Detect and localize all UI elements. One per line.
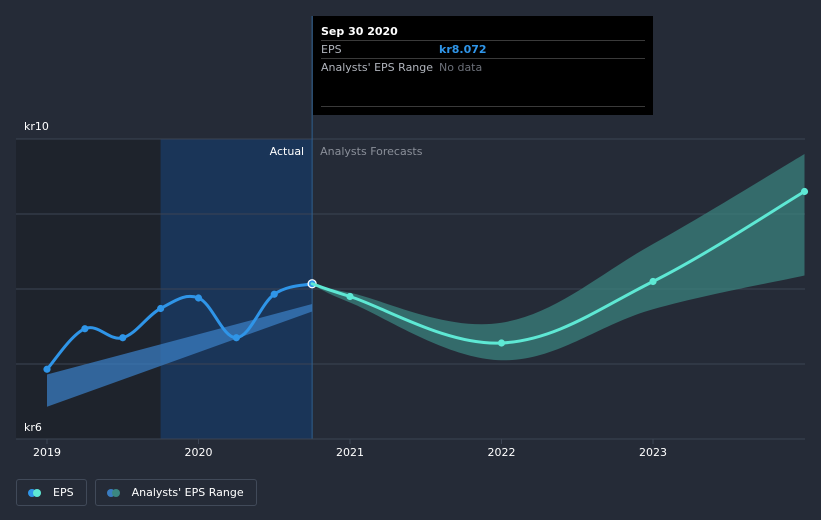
x-tick-label-3: 2022 [488, 446, 516, 459]
tooltip-range-value: No data [439, 61, 483, 74]
range-legend-dot-forecast [111, 488, 120, 497]
eps-line [45, 282, 314, 371]
tooltip: Sep 30 2020 EPS kr8.072 Analysts' EPS Ra… [313, 16, 653, 115]
tooltip-divider [321, 106, 645, 107]
legend: EPS Analysts' EPS Range [16, 479, 257, 506]
eps-forecast-point-4 [800, 187, 809, 196]
x-tick-label-1: 2020 [185, 446, 213, 459]
tooltip-row-range: Analysts' EPS Range No data [321, 58, 645, 76]
legend-eps-range-label: Analysts' EPS Range [131, 486, 244, 499]
eps-range-forecast-area [312, 154, 805, 361]
forecast-label: Analysts Forecasts [320, 145, 423, 158]
eps-range-legend-icon [106, 488, 123, 497]
tooltip-date: Sep 30 2020 [321, 25, 398, 38]
eps-forecast-point-1 [346, 292, 354, 301]
eps-legend-dot-forecast [33, 488, 41, 497]
eps-forecast-point-2 [497, 339, 506, 347]
actual-label: Actual [270, 145, 304, 158]
eps-point-3 [157, 304, 165, 313]
tooltip-eps-label: EPS [321, 43, 342, 56]
tooltip-eps-value: kr8.072 [439, 43, 487, 56]
legend-eps-range-toggle[interactable]: Analysts' EPS Range [94, 479, 257, 506]
x-tick-label-2: 2021 [336, 446, 364, 459]
range-legend-dot-past [106, 488, 115, 497]
legend-eps-toggle[interactable]: EPS [16, 479, 87, 506]
y-tick-label-0: kr10 [24, 120, 49, 133]
tooltip-range-label: Analysts' EPS Range [321, 61, 434, 74]
y-tick-label-1: kr6 [24, 421, 42, 434]
eps-point-5 [232, 334, 240, 342]
eps-range-past-area [47, 304, 313, 407]
legend-eps-label: EPS [53, 486, 74, 499]
eps-legend-dot-past [28, 488, 36, 497]
eps-point-0 [43, 365, 51, 373]
eps-point-6 [270, 290, 278, 298]
x-tick-label-4: 2023 [639, 446, 667, 459]
eps-legend-icon [28, 488, 44, 497]
tooltip-row-eps: EPS kr8.072 [321, 40, 645, 58]
eps-point-1 [81, 325, 89, 333]
eps-point-4 [194, 294, 203, 302]
eps-forecast-point-3 [649, 277, 657, 286]
eps-point-2 [119, 334, 127, 342]
x-tick-label-0: 2019 [33, 446, 61, 459]
